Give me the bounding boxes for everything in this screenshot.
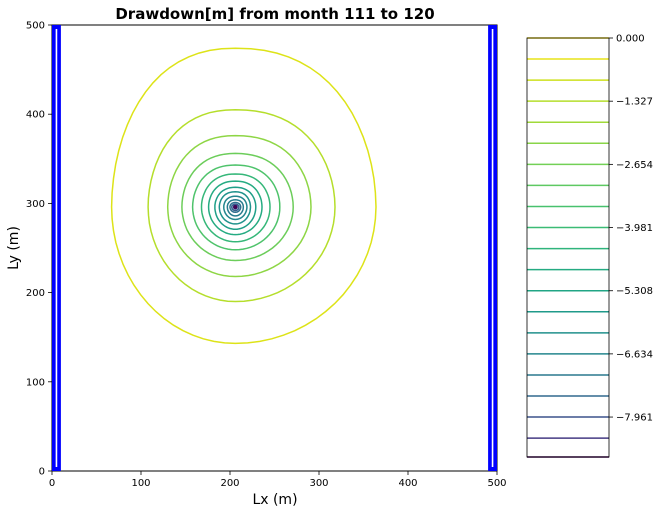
- x-axis-label: Lx (m): [252, 492, 297, 508]
- colorbar-tick-label-2: −2.654: [616, 160, 653, 171]
- colorbar-tick-label-0: 0.000: [616, 34, 645, 45]
- y-tick-label-5: 500: [26, 21, 45, 32]
- colorbar-frame: [526, 37, 610, 458]
- contour-line-2: [166, 134, 312, 278]
- colorbar-tick-label-1: −1.327: [616, 97, 653, 108]
- well-center-marker: [233, 204, 238, 209]
- contour-line-11: [229, 201, 242, 214]
- y-axis-ticks: 0 100 200 300 400 500: [26, 21, 52, 478]
- colorbar-ticks: 0.000 −1.327 −2.654 −3.981 −5.308 −6.634 −7.96…: [609, 34, 653, 424]
- plot-area: 0 100 200 300 400 500 0 100 200 300 400 500: [26, 21, 507, 490]
- contour-line-8: [218, 191, 252, 225]
- plot-frame: [51, 24, 498, 472]
- colorbar-tick-label-4: −5.308: [616, 286, 653, 297]
- colorbar-tick-label-3: −3.981: [616, 223, 653, 234]
- contour-line-3: [181, 152, 294, 262]
- contour-line-4: [191, 164, 281, 251]
- contour-line-9: [223, 195, 248, 221]
- y-tick-label-0: 0: [39, 467, 45, 478]
- colorbar-level-lines: [527, 37, 609, 458]
- contour-line-5: [200, 173, 271, 243]
- contour-line-10: [226, 199, 245, 217]
- y-tick-label-1: 100: [26, 377, 45, 388]
- y-tick-label-2: 200: [26, 288, 45, 299]
- y-tick-label-4: 400: [26, 110, 45, 121]
- y-axis-label: Ly (m): [6, 226, 22, 270]
- boundary-strips: [52, 25, 497, 471]
- colorbar-tick-label-5: −6.634: [616, 349, 653, 360]
- x-axis-ticks: 0 100 200 300 400 500: [49, 471, 507, 489]
- contour-line-7: [214, 186, 257, 231]
- chart-title: Drawdown[m] from month 111 to 120: [115, 5, 434, 23]
- colorbar: 0.000 −1.327 −2.654 −3.981 −5.308 −6.634 −7.96…: [526, 34, 653, 458]
- contour-line-12: [231, 203, 240, 212]
- y-tick-label-3: 300: [26, 199, 45, 210]
- x-tick-label-5: 500: [487, 478, 506, 489]
- colorbar-tick-label-6: −7.961: [616, 413, 653, 424]
- x-tick-label-0: 0: [49, 478, 55, 489]
- contour-lines: [110, 47, 377, 345]
- x-tick-label-4: 400: [398, 478, 417, 489]
- x-tick-label-3: 300: [309, 478, 328, 489]
- x-tick-label-2: 200: [220, 478, 239, 489]
- contour-line-6: [207, 180, 263, 236]
- contour-line-0: [110, 47, 377, 345]
- contour-line-1: [147, 108, 336, 303]
- x-tick-label-1: 100: [131, 478, 150, 489]
